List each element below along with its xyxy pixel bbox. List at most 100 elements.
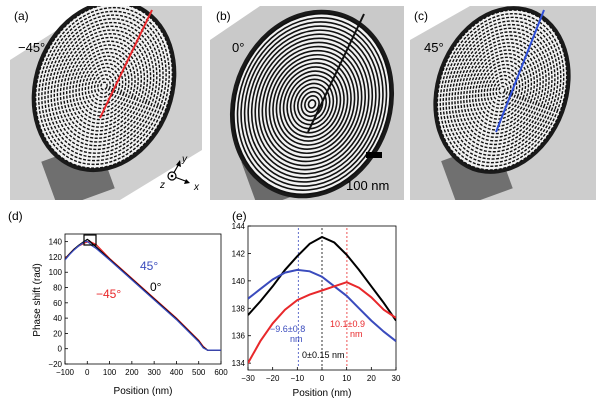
y-tick-label: −20: [48, 360, 62, 369]
panel-label: (b): [216, 9, 231, 23]
y-tick-label: 140: [232, 277, 246, 286]
ring: [250, 33, 374, 175]
ring: [69, 44, 139, 128]
ring: [451, 27, 553, 153]
y-tick-label: 140: [49, 238, 63, 247]
angle-label: 45°: [424, 40, 444, 55]
ring: [66, 40, 142, 132]
ring: [466, 45, 538, 135]
series-annotation: 45°: [140, 259, 158, 273]
ring: [34, 6, 174, 169]
angle-label: 0°: [232, 40, 244, 55]
ring: [75, 51, 133, 121]
ring: [289, 78, 335, 130]
ring: [492, 78, 512, 102]
panel-d: (d) −100 0 100 200 300 400 500 600 −20 0 20 40 60 80 1…: [8, 209, 228, 397]
y-tick-label: 136: [232, 332, 246, 341]
ring: [78, 55, 130, 117]
annotations: 45° 0° −45°: [96, 259, 162, 301]
y-tick-label: 40: [53, 314, 62, 323]
ring: [498, 85, 506, 95]
ring: [300, 90, 324, 118]
panel-label: (d): [8, 209, 23, 223]
z-dot-icon: [170, 174, 174, 178]
peak-annotation: −9.6±0.8: [270, 324, 305, 334]
x-axis-label: Position (nm): [293, 388, 352, 399]
x-axis-label: Position (nm): [114, 386, 173, 397]
ring: [282, 70, 342, 138]
y-tick-label: 120: [49, 253, 63, 262]
ring: [56, 29, 152, 143]
ring: [439, 13, 565, 167]
x-axis-label: x: [193, 182, 200, 193]
ring-pattern: [31, 6, 177, 173]
ring: [471, 52, 533, 128]
ring: [254, 37, 370, 171]
panel-b: (b) 0° 100 nm: [210, 6, 404, 200]
ring: [442, 16, 562, 164]
y-tick-label: 134: [232, 359, 246, 368]
guide-lines: [297, 228, 348, 368]
series-line: [248, 268, 396, 342]
ring: [448, 23, 556, 157]
ring: [445, 20, 559, 160]
ring: [53, 25, 155, 147]
disk: [437, 10, 567, 170]
plot-series: [65, 238, 221, 351]
ring: [50, 21, 158, 151]
axis-ticks: −30 −20 −10 0 10 20 30 134 136 138 140 142 144: [232, 222, 401, 383]
ring: [454, 31, 550, 149]
x-tick-label: 10: [342, 374, 351, 383]
ring: [463, 42, 541, 138]
ring: [293, 82, 331, 126]
ring: [81, 59, 127, 113]
ring: [62, 36, 146, 136]
ring: [436, 9, 568, 171]
disk: [233, 13, 391, 195]
ring: [97, 77, 111, 95]
peak-annotation-unit: nm: [290, 334, 303, 344]
y-tick-label: 138: [232, 304, 246, 313]
ring: [483, 67, 521, 113]
scale-bar: [366, 152, 382, 158]
ring: [38, 6, 170, 166]
ring: [307, 99, 317, 109]
y-tick-label: 0: [58, 345, 63, 354]
ring: [100, 81, 108, 91]
ring: [257, 41, 367, 167]
ring: [279, 66, 345, 142]
zoom-box: [83, 234, 97, 246]
ring: [233, 12, 391, 196]
panel-label: (c): [414, 9, 428, 23]
series-annotation: 0°: [150, 280, 162, 294]
ring: [474, 56, 530, 124]
y-tick-label: 20: [53, 329, 62, 338]
y-tick-label: 80: [53, 284, 62, 293]
x-tick-label: 30: [392, 374, 401, 383]
axis-ticks: −100 0 100 200 300 400 500 600 −20 0 20 40 60 80 100 12…: [48, 238, 228, 377]
ring: [247, 29, 377, 179]
series-line: [248, 235, 396, 322]
ring: [261, 45, 363, 163]
ring-pattern: [229, 9, 395, 199]
series-line: [65, 240, 221, 351]
ring: [84, 62, 124, 110]
ring: [93, 74, 115, 98]
panel-label: (a): [14, 9, 29, 23]
scale-bar-label: 100 nm: [346, 178, 389, 193]
x-tick-label: −100: [56, 368, 75, 377]
ring: [44, 14, 164, 158]
x-tick-label: 600: [214, 368, 228, 377]
ring: [272, 58, 352, 150]
x-tick-label: −10: [291, 374, 305, 383]
peak-annotation: 10.1±0.9: [330, 319, 365, 329]
ring: [41, 10, 167, 162]
ring: [304, 94, 320, 114]
ring: [265, 49, 359, 159]
x-tick-label: 0: [85, 368, 90, 377]
profile-line: [307, 13, 365, 133]
x-tick-label: 20: [367, 374, 376, 383]
ring: [468, 49, 536, 131]
